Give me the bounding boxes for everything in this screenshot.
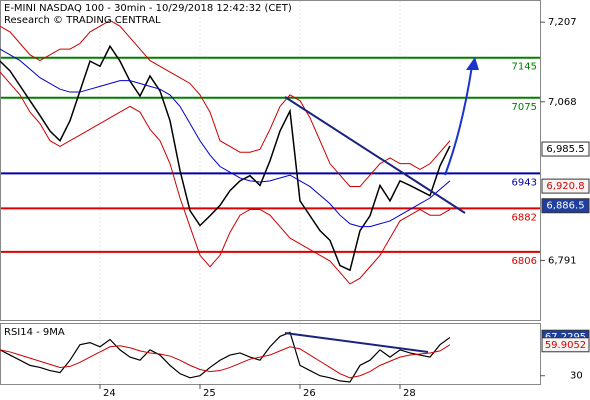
- y-tick-label: 7,068: [548, 97, 577, 108]
- level-label: 6882: [512, 212, 537, 223]
- y-tick-label: 30: [570, 371, 583, 382]
- price-line: [0, 71, 451, 285]
- price-tag: [541, 141, 590, 157]
- rsi-trend-line: [284, 332, 429, 353]
- rsi-title: RSI14 - 9MA: [4, 327, 65, 338]
- price-tag: [541, 198, 590, 214]
- price-tag: [541, 337, 590, 353]
- arrow-head: [466, 57, 479, 70]
- level-label: 7075: [512, 102, 537, 113]
- price-tag-label: 6,985.5: [546, 144, 584, 155]
- y-tick-label: 6,791: [548, 255, 577, 266]
- rsi-line: [0, 331, 451, 383]
- price-tag-label: 6,920.8: [546, 181, 584, 192]
- price-tag: [541, 178, 590, 194]
- x-tick-label: 24: [103, 388, 116, 399]
- price-line: [0, 19, 451, 188]
- price-line: [0, 44, 451, 272]
- x-tick-label: 28: [403, 388, 416, 399]
- rsi-line: [0, 344, 451, 379]
- trend-line: [284, 96, 466, 214]
- chart-subtitle: Research © TRADING CENTRAL: [4, 15, 161, 26]
- price-line: [0, 48, 451, 228]
- forecast-arrow: [444, 65, 473, 176]
- level-label: 7145: [512, 62, 537, 73]
- level-label: 6943: [512, 177, 537, 188]
- x-tick-label: 25: [203, 388, 216, 399]
- level-label: 6806: [512, 256, 537, 267]
- rsi-panel: [0, 323, 541, 385]
- y-tick-label: 7,207: [548, 17, 577, 28]
- x-tick-label: 26: [303, 388, 316, 399]
- price-tag-label: 6,886.5: [546, 201, 584, 212]
- price-tag-label: 59.9052: [545, 340, 586, 351]
- chart-title: E-MINI NASDAQ 100 - 30min - 10/29/2018 1…: [4, 3, 292, 14]
